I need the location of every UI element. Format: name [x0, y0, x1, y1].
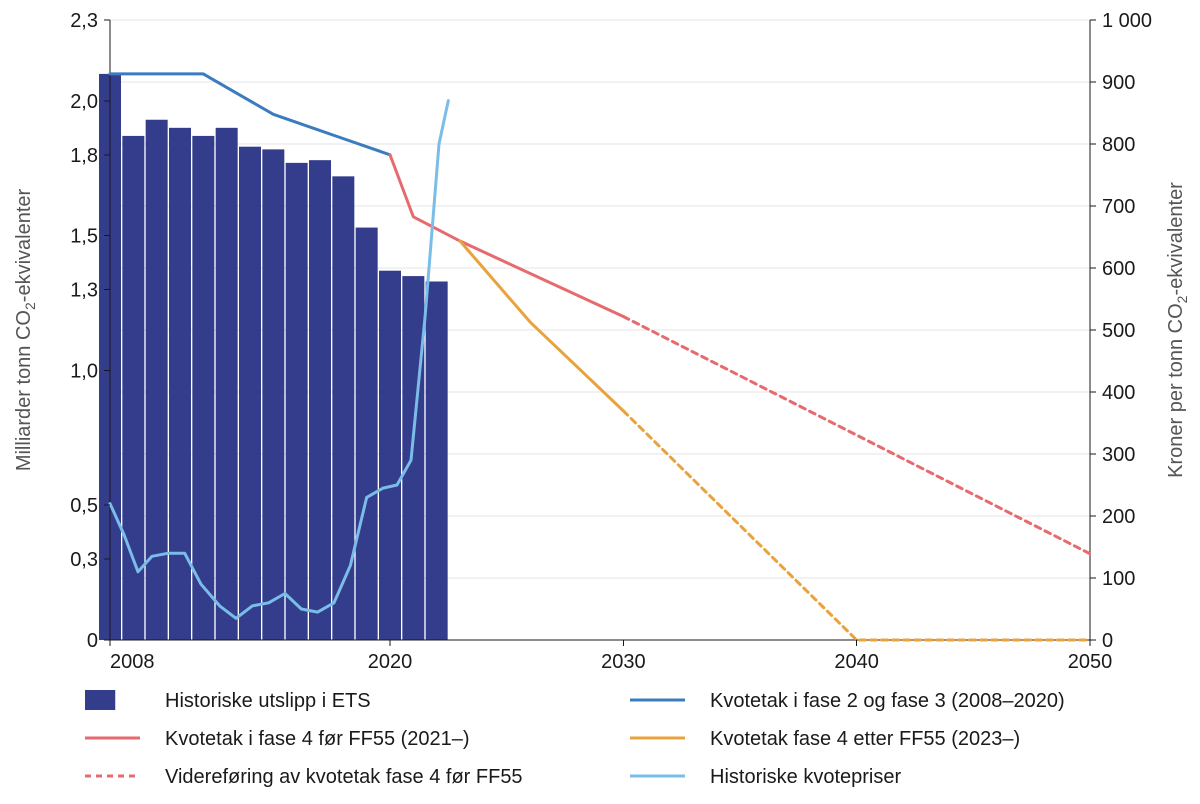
y-left-tick-label: 2,3 [70, 10, 98, 32]
legend-swatch-bar [85, 690, 115, 710]
y-right-axis-title: Kroner per tonn CO2-ekvivalenter [1165, 182, 1190, 478]
legend: Historiske utslipp i ETS Kvotetak i fase … [85, 690, 1065, 788]
x-tick-label: 2030 [601, 651, 646, 673]
bar [216, 128, 238, 640]
y-right-tick-label: 300 [1102, 444, 1135, 466]
y-right-tick-label: 800 [1102, 134, 1135, 156]
bar [192, 136, 214, 640]
bar [379, 271, 401, 640]
bar [286, 163, 308, 640]
bar [332, 176, 354, 640]
legend-label: Historiske utslipp i ETS [165, 690, 371, 712]
y-left-tick-label: 0,5 [70, 495, 98, 517]
y-left-tick-label: 1,5 [70, 226, 98, 248]
bar [309, 160, 331, 640]
y-right-tick-label: 500 [1102, 320, 1135, 342]
y-right-tick-label: 100 [1102, 568, 1135, 590]
bar [146, 120, 168, 640]
chart-container: 2008202020302040205000,30,51,01,31,51,82… [0, 0, 1200, 804]
legend-label: Kvotetak i fase 4 før FF55 (2021–) [165, 728, 470, 750]
y-left-tick-label: 1,3 [70, 280, 98, 302]
x-tick-label: 2050 [1068, 651, 1113, 673]
y-right-tick-label: 900 [1102, 72, 1135, 94]
bar [239, 147, 261, 640]
y-right-tick-label: 700 [1102, 196, 1135, 218]
legend-label: Historiske kvotepriser [710, 766, 902, 788]
y-right-tick-label: 400 [1102, 382, 1135, 404]
bar [426, 281, 448, 640]
bar [262, 149, 284, 640]
y-right-tick-label: 200 [1102, 506, 1135, 528]
legend-label: Videreføring av kvotetak fase 4 før FF55 [165, 766, 523, 788]
y-right-tick-label: 1 000 [1102, 10, 1152, 32]
y-left-tick-label: 1,8 [70, 145, 98, 167]
legend-label: Kvotetak i fase 2 og fase 3 (2008–2020) [710, 690, 1065, 712]
y-right-tick-label: 600 [1102, 258, 1135, 280]
chart-svg: 2008202020302040205000,30,51,01,31,51,82… [0, 0, 1200, 804]
series-line [390, 155, 623, 317]
y-right-tick-label: 0 [1102, 630, 1113, 652]
legend-label: Kvotetak fase 4 etter FF55 (2023–) [710, 728, 1020, 750]
bar [122, 136, 144, 640]
x-tick-label: 2040 [834, 651, 879, 673]
bar [356, 228, 378, 640]
x-tick-label: 2008 [110, 651, 155, 673]
x-tick-label: 2020 [368, 651, 413, 673]
y-right-ticks: 0 100 200 300 400 500 600 700 800 900 1 000 [1090, 10, 1152, 652]
bar [169, 128, 191, 640]
bar [402, 276, 424, 640]
y-left-tick-label: 2,0 [70, 91, 98, 113]
y-left-tick-label: 0 [87, 630, 98, 652]
series-line [460, 241, 623, 411]
y-left-tick-label: 1,0 [70, 360, 98, 382]
x-axis-ticks: 2008 2020 2030 2040 2050 [110, 640, 1112, 673]
y-left-tick-label: 0,3 [70, 549, 98, 571]
series-line [623, 317, 1090, 554]
series-line [623, 411, 1090, 640]
y-left-axis-title: Milliarder tonn CO2-ekvivalenter [13, 188, 38, 471]
